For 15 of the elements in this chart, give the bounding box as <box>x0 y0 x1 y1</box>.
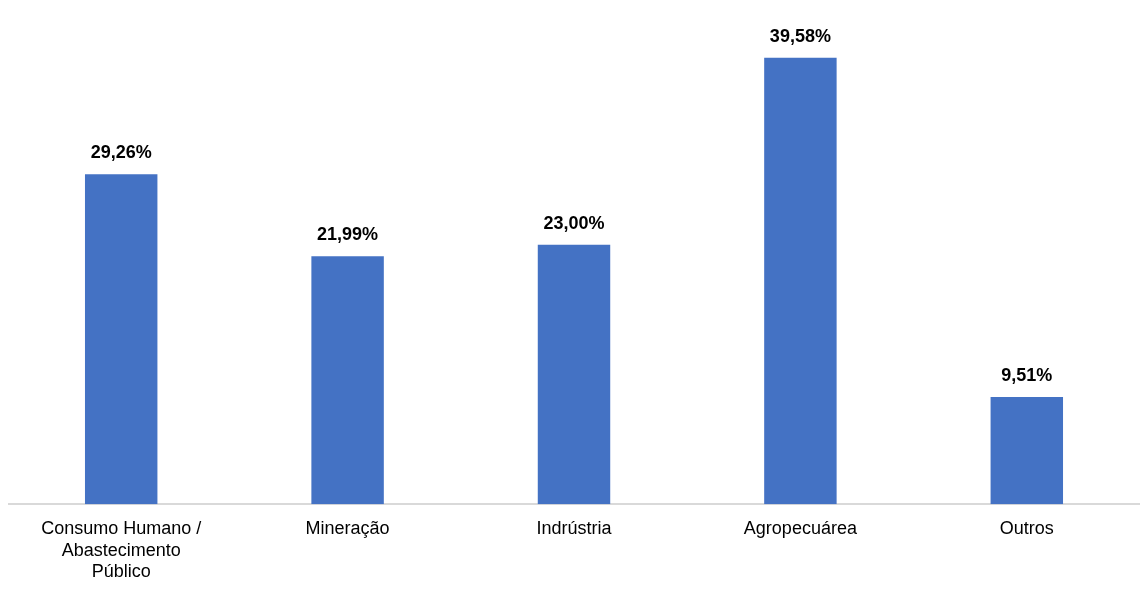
x-tick-label: Consumo Humano / Abastecimento Público <box>41 517 202 582</box>
x-tick-label: Outros <box>999 517 1054 538</box>
x-tick-label: Agropecuárea <box>743 517 858 538</box>
x-tick-label: Mineração <box>305 517 390 538</box>
data-label: 23,00% <box>543 212 605 233</box>
data-label: 9,51% <box>1001 364 1053 385</box>
bar <box>84 174 158 505</box>
data-label: 21,99% <box>317 224 379 245</box>
bar <box>537 244 611 505</box>
data-label: 29,26% <box>90 142 152 163</box>
data-label: 39,58% <box>769 25 831 46</box>
bar <box>311 256 384 505</box>
bar <box>990 396 1064 505</box>
x-tick-label: Indrústria <box>536 517 613 538</box>
bar <box>764 57 837 505</box>
